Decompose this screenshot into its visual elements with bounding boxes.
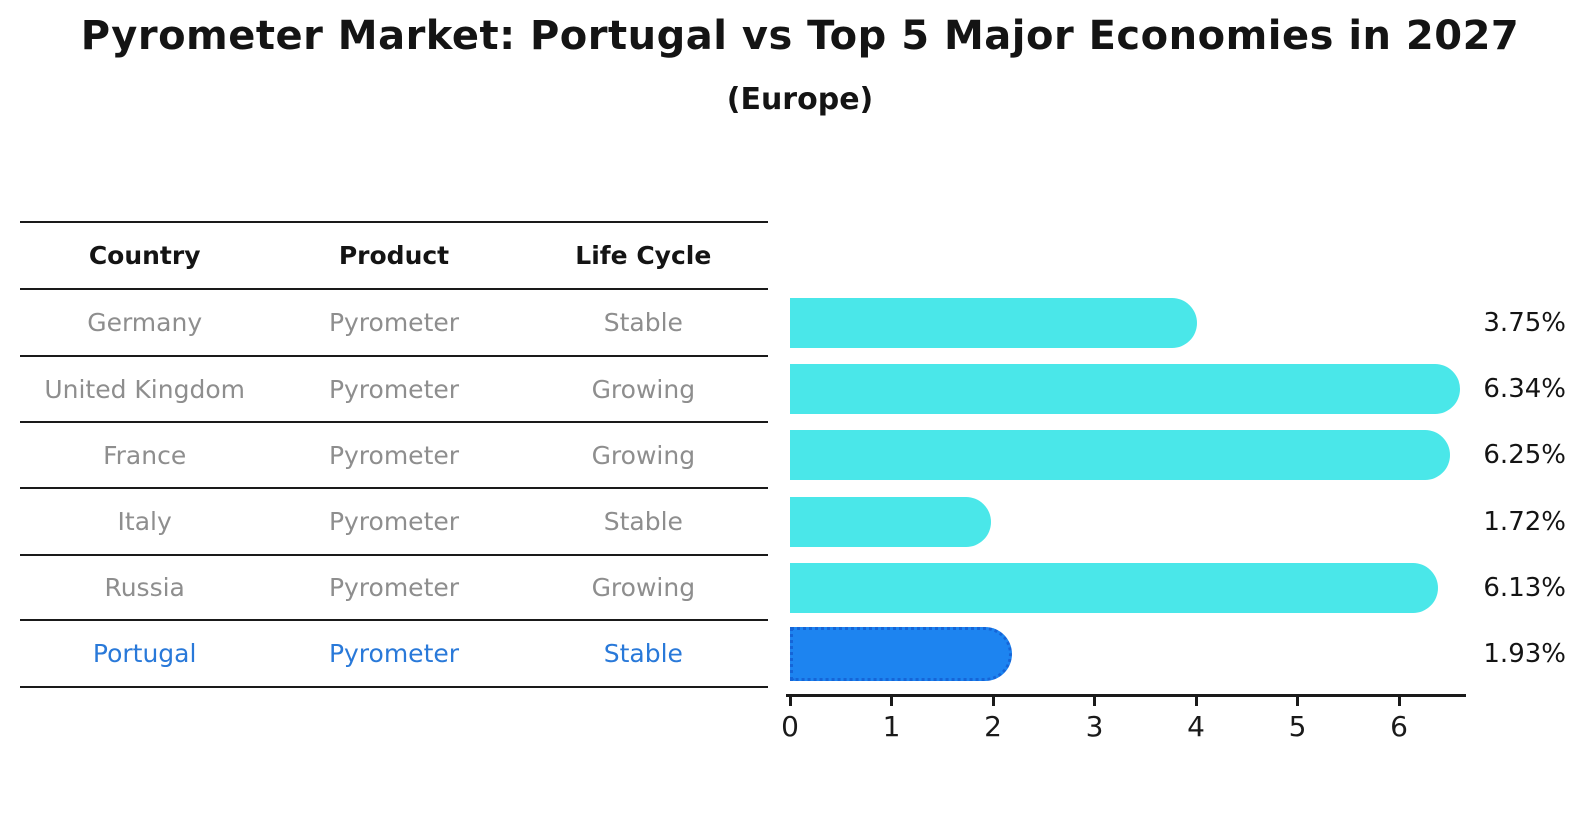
bar-italy: [790, 496, 991, 547]
product-cell: Pyrometer: [328, 573, 460, 602]
bar-value-label: 1.72%: [1483, 506, 1566, 537]
table-row-rule: [20, 487, 768, 489]
table-row-rule: [20, 686, 768, 688]
bar-portugal-highlight: [790, 626, 1012, 681]
life-cycle-cell: Stable: [603, 308, 683, 337]
table-row: Italy Pyrometer Stable: [20, 488, 768, 555]
bar-united-kingdom: [790, 364, 1460, 414]
x-axis-tick: [890, 697, 893, 706]
x-axis-tick: [788, 697, 792, 706]
country-cell: Germany: [87, 308, 203, 337]
x-axis-tick-label: 1: [882, 710, 901, 743]
bar-france: [790, 430, 1451, 480]
table-row: Portugal Pyrometer Stable: [20, 620, 768, 687]
bar-germany: [790, 297, 1197, 348]
life-cycle-cell: Growing: [591, 374, 696, 404]
table-row-rule: [20, 288, 768, 290]
life-cycle-cell: Growing: [591, 440, 696, 470]
product-cell: Pyrometer: [328, 507, 460, 536]
x-axis-tick-label: 0: [781, 710, 799, 743]
x-axis-tick: [1397, 697, 1401, 706]
country-cell: Portugal: [92, 639, 197, 668]
column-header: Country: [88, 241, 201, 270]
table-row: France Pyrometer Growing: [20, 422, 768, 488]
x-axis-tick-label: 2: [984, 710, 1002, 743]
bar-value-label: 3.75%: [1483, 307, 1566, 338]
table-row: Russia Pyrometer Growing: [20, 555, 768, 620]
bar-value-label: 6.25%: [1483, 440, 1566, 470]
chart-subtitle: (Europe): [726, 82, 874, 117]
country-cell: United Kingdom: [44, 374, 245, 404]
life-cycle-cell: Growing: [591, 573, 696, 602]
column-header: Product: [338, 241, 450, 270]
table-row-rule: [20, 421, 768, 423]
chart-title: Pyrometer Market: Portugal vs Top 5 Majo…: [80, 13, 1520, 59]
x-axis-line: [786, 694, 1466, 697]
bar-value-label: 6.34%: [1483, 374, 1566, 404]
country-cell: France: [103, 440, 187, 470]
x-axis-tick-label: 3: [1085, 710, 1104, 743]
bar-russia: [790, 562, 1439, 613]
table-row: United Kingdom Pyrometer Growing: [20, 356, 768, 422]
x-axis-tick-label: 4: [1187, 710, 1205, 743]
life-cycle-cell: Stable: [603, 639, 683, 668]
column-header: Life Cycle: [575, 241, 712, 270]
product-cell: Pyrometer: [328, 374, 460, 404]
bar-value-label: 6.13%: [1483, 572, 1566, 603]
x-axis-tick: [991, 697, 995, 706]
table-row: Germany Pyrometer Stable: [20, 289, 768, 356]
table-header-row: Country Product Life Cycle: [20, 222, 768, 289]
product-cell: Pyrometer: [328, 308, 460, 337]
x-axis-tick: [1296, 697, 1299, 706]
x-axis-tick-label: 6: [1390, 710, 1408, 743]
product-cell: Pyrometer: [328, 639, 460, 668]
table-top-rule: [20, 221, 768, 223]
bar-value-label: 1.93%: [1483, 638, 1566, 669]
x-axis-tick: [1194, 697, 1198, 706]
table-row-rule: [20, 355, 768, 357]
country-cell: Russia: [104, 573, 185, 602]
country-cell: Italy: [117, 507, 172, 536]
x-axis-tick: [1093, 697, 1096, 706]
product-cell: Pyrometer: [328, 440, 460, 470]
x-axis-tick-label: 5: [1288, 710, 1307, 743]
table-row-rule: [20, 554, 768, 556]
life-cycle-cell: Stable: [603, 507, 683, 536]
table-row-rule: [20, 619, 768, 621]
